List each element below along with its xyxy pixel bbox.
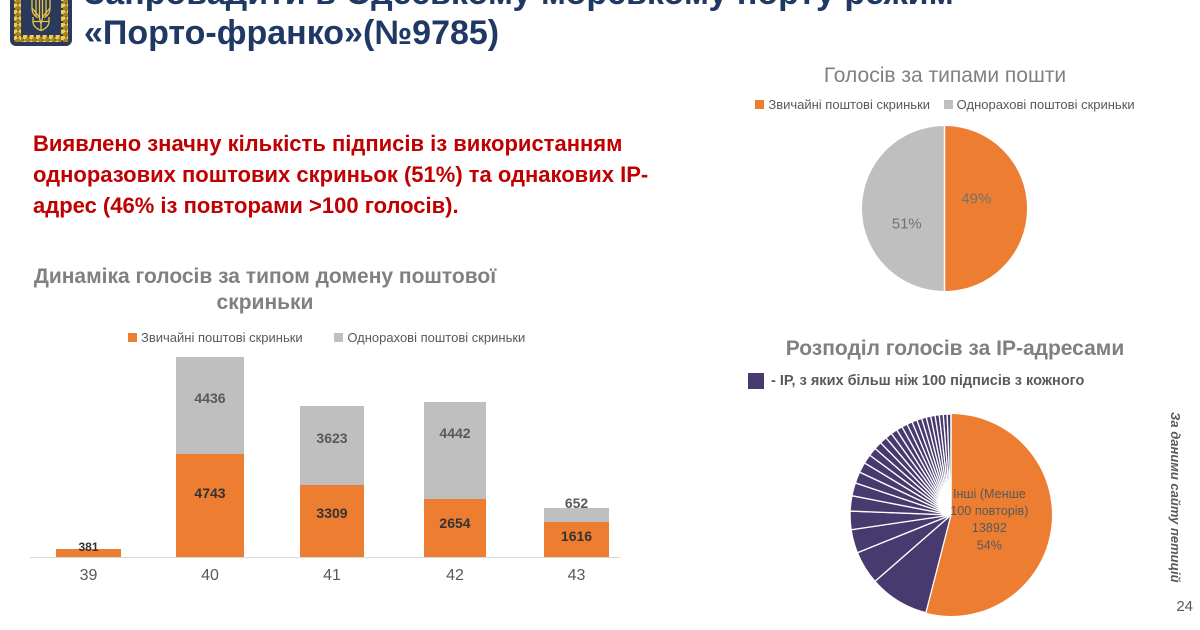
svg-text:49%: 49%: [961, 192, 991, 208]
svg-text:Інші (Менше: Інші (Менше: [953, 487, 1026, 501]
svg-text:100 повторів): 100 повторів): [950, 504, 1028, 518]
svg-text:54%: 54%: [977, 538, 1002, 552]
svg-text:13892: 13892: [972, 521, 1007, 535]
svg-text:51%: 51%: [892, 216, 922, 232]
